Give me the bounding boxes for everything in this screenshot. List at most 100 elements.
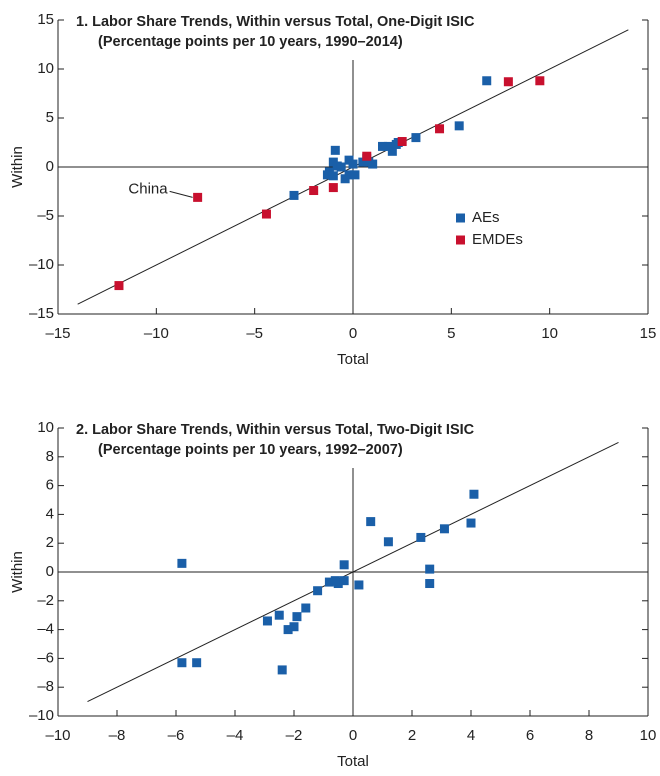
legend-label: EMDEs [472,231,523,248]
point [261,209,271,219]
annotation: China [128,180,168,197]
point [482,76,492,86]
point [328,183,338,193]
point [425,579,435,589]
point [535,76,545,86]
point [330,576,340,586]
point [454,121,464,131]
y-tick-label: –2 [37,592,54,609]
x-axis-label: Total [337,753,369,770]
y-tick-label: 10 [37,60,54,77]
y-tick-label: 6 [46,477,54,494]
point [339,576,349,586]
x-tick-label: 0 [349,325,357,342]
reference-line [87,441,619,703]
point [274,610,284,620]
chart-subtitle: (Percentage points per 10 years, 1990–20… [98,34,403,50]
x-tick-label: 10 [640,727,657,744]
point [309,186,319,196]
point [416,532,426,542]
point [469,489,479,499]
point [277,665,287,675]
point [383,537,393,547]
point [350,170,360,180]
point [289,622,299,632]
x-tick-label: 15 [640,325,657,342]
x-tick-label: –5 [246,325,263,342]
x-tick-label: 6 [526,727,534,744]
legend-swatch [456,235,465,245]
y-axis-label: Within [9,146,26,188]
point [503,77,513,87]
y-tick-label: –6 [37,649,54,666]
point [289,190,299,200]
x-tick-label: –2 [286,727,303,744]
x-tick-label: –4 [227,727,244,744]
point [362,151,372,161]
y-tick-label: 15 [37,11,54,28]
x-tick-label: –15 [45,325,70,342]
y-tick-label: –10 [29,707,54,724]
point [283,625,293,635]
x-tick-label: –6 [168,727,185,744]
point [378,141,387,151]
x-tick-label: 4 [467,727,475,744]
point [328,171,338,181]
point [324,577,334,587]
point [391,139,401,149]
point [330,145,340,155]
y-tick-label: –15 [29,305,54,322]
legend-swatch [456,213,465,223]
point [383,141,393,151]
x-tick-label: –8 [109,727,126,744]
y-tick-label: 4 [46,505,54,522]
y-tick-label: 2 [46,534,54,551]
y-tick-label: 10 [37,419,54,436]
y-tick-label: 0 [46,158,54,175]
x-tick-label: 2 [408,727,416,744]
y-tick-label: –5 [37,207,54,224]
point [192,658,202,668]
point [411,133,421,143]
chart-title: 1. Labor Share Trends, Within versus Tot… [76,14,475,30]
y-tick-label: 5 [46,109,54,126]
point [313,586,323,596]
point [348,159,358,169]
point [114,281,124,291]
point [354,580,364,590]
legend-label: AEs [472,209,500,226]
point [387,146,397,156]
chart-title: 2. Labor Share Trends, Within versus Tot… [76,422,475,438]
point [262,616,272,626]
y-tick-label: 8 [46,448,54,465]
annotation-leader [169,190,193,198]
point [340,174,350,184]
point [368,159,378,169]
point [322,170,332,180]
point [193,192,203,202]
x-tick-label: –10 [45,727,70,744]
x-tick-label: 0 [349,727,357,744]
point [397,137,407,147]
y-tick-label: –8 [37,678,54,695]
point [177,558,187,568]
point [336,162,346,172]
y-axis-label: Within [9,551,26,593]
point [425,564,435,574]
y-tick-label: –10 [29,256,54,273]
point [439,524,449,534]
point [466,518,476,528]
x-tick-label: 10 [541,325,558,342]
point [301,603,311,613]
y-tick-label: 0 [46,563,54,580]
x-tick-label: 5 [447,325,455,342]
point [177,658,187,668]
point [292,612,302,622]
point [366,517,376,527]
x-axis-label: Total [337,351,369,368]
x-tick-label: –10 [144,325,169,342]
y-tick-label: –4 [37,621,54,638]
x-tick-label: 8 [585,727,593,744]
point [339,560,349,570]
